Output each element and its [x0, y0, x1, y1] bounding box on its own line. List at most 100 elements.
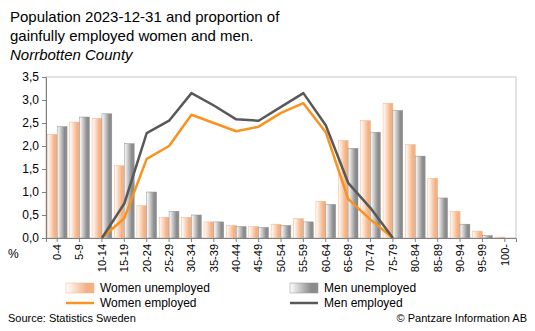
- tick-mark: [42, 77, 46, 78]
- bar: [147, 192, 157, 238]
- bar: [169, 211, 179, 238]
- tick-label: 35-39: [208, 244, 220, 272]
- tick-mark: [236, 238, 237, 242]
- legend-item: Women employed: [66, 296, 197, 310]
- tick-label: 45-49: [252, 244, 264, 272]
- axis-title: %: [8, 247, 19, 261]
- bar: [70, 122, 80, 238]
- tick-mark: [370, 238, 371, 242]
- tick-label: 1,0: [22, 185, 39, 199]
- tick-mark: [437, 238, 438, 242]
- bar: [495, 237, 505, 238]
- title: Population 2023-12-31 and proportion of: [10, 8, 280, 25]
- tick: 0,5: [22, 208, 46, 222]
- bar: [326, 204, 336, 238]
- chart: Population 2023-12-31 and proportion of g…: [0, 0, 535, 331]
- bar: [281, 226, 291, 238]
- tick-label: 95-99: [476, 244, 488, 272]
- tick: 0-4: [51, 238, 63, 260]
- tick-label: 55-59: [297, 244, 309, 272]
- tick: 10-14: [96, 238, 108, 272]
- tick-mark: [482, 238, 483, 242]
- plot-frame: [46, 77, 516, 238]
- tick: 25-29: [163, 238, 175, 272]
- title: gainfully employed women and men.: [10, 27, 253, 44]
- bar: [214, 222, 224, 238]
- tick-label: 0-4: [51, 244, 63, 260]
- tick-mark: [415, 238, 416, 242]
- tick: 60-64: [320, 238, 332, 272]
- tick-label: 20-24: [141, 244, 153, 272]
- tick-label: 70-74: [364, 244, 376, 272]
- tick: 80-84: [409, 238, 421, 272]
- tick-label: 15-19: [118, 244, 130, 272]
- tick: 3,0: [22, 93, 46, 107]
- tick-label: 3,0: [22, 93, 39, 107]
- marks: [47, 93, 504, 238]
- tick-mark: [281, 238, 282, 242]
- bar: [428, 178, 438, 238]
- tick: 100-: [499, 238, 511, 266]
- tick: 55-59: [297, 238, 309, 272]
- tick-label: 75-79: [387, 244, 399, 272]
- line: [102, 93, 393, 238]
- tick-mark: [325, 238, 326, 242]
- axis-line: [47, 239, 517, 243]
- tick-label: 40-44: [230, 244, 242, 272]
- tick-mark: [258, 238, 259, 242]
- tick-label: 90-94: [454, 244, 466, 272]
- tick-label: 10-14: [96, 244, 108, 272]
- bar: [338, 140, 348, 238]
- bar: [473, 231, 483, 238]
- bar: [383, 103, 393, 238]
- tick-label: 2,0: [22, 139, 39, 153]
- tick-mark: [79, 238, 80, 242]
- tick-mark: [146, 238, 147, 242]
- tick: 45-49: [252, 238, 264, 272]
- tick: 2,0: [22, 139, 46, 153]
- bar: [405, 145, 415, 238]
- bar: [236, 227, 246, 239]
- bar: [57, 127, 67, 238]
- tick: 90-94: [454, 238, 466, 272]
- bar: [361, 121, 371, 238]
- tick: 0,0: [22, 231, 46, 245]
- legend-swatch: [290, 283, 318, 293]
- tick-label: 80-84: [409, 244, 421, 272]
- tick: 75-79: [387, 238, 399, 272]
- bar: [271, 224, 281, 238]
- bar: [226, 226, 236, 238]
- bar: [505, 238, 515, 239]
- tick-label: 5-9: [73, 244, 85, 260]
- legend-label: Men unemployed: [324, 281, 416, 295]
- bar: [316, 201, 326, 238]
- tick-label: 30-34: [185, 244, 197, 272]
- tick-mark: [169, 238, 170, 242]
- subtitle: Norrbotten County: [10, 46, 134, 63]
- tick: 65-69: [342, 238, 354, 272]
- tick-label: 85-89: [432, 244, 444, 272]
- bar: [249, 227, 259, 239]
- legend: Women unemployed Men unemployed Women empl…: [66, 281, 416, 310]
- tick-mark: [42, 238, 46, 239]
- tick-mark: [42, 192, 46, 193]
- tick-label: 100-: [499, 244, 511, 266]
- legend-swatch: [66, 302, 94, 305]
- legend-item: Women unemployed: [66, 281, 210, 295]
- bar: [259, 227, 269, 238]
- tick: 3,5: [22, 70, 46, 84]
- bar: [460, 224, 470, 238]
- tick-mark: [42, 169, 46, 170]
- legend-swatch: [66, 283, 94, 293]
- tick: 2,5: [22, 116, 46, 130]
- bar: [47, 135, 57, 239]
- tick-label: 50-54: [275, 244, 287, 272]
- tick-mark: [42, 215, 46, 216]
- bar: [303, 222, 313, 238]
- bar: [482, 236, 492, 238]
- tick-mark: [42, 123, 46, 124]
- bar: [182, 217, 192, 238]
- tick: 1,5: [22, 162, 46, 176]
- bar: [102, 114, 112, 238]
- axis-line: [42, 78, 47, 239]
